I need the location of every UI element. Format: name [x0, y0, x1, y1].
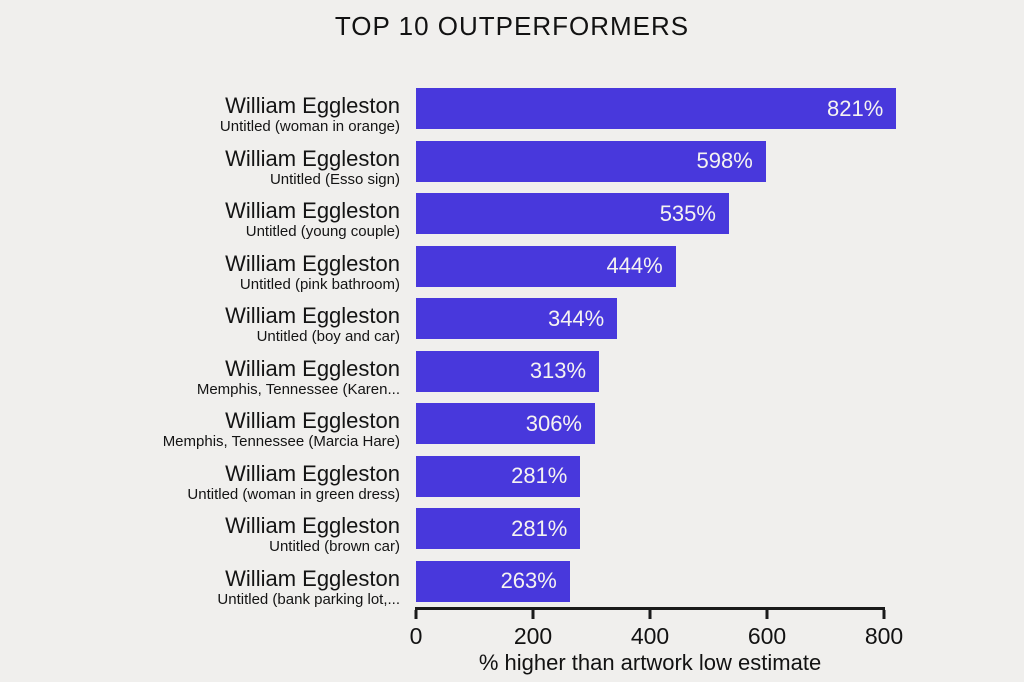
- row-label-block: William Eggleston Untitled (pink bathroo…: [0, 250, 400, 293]
- row-label-block: William Eggleston Untitled (brown car): [0, 514, 400, 555]
- bar-value-label: 444%: [606, 253, 663, 278]
- bar-value-label: 281%: [511, 515, 568, 541]
- bar-area: 281%: [416, 508, 1024, 549]
- bar-area: 821%: [416, 88, 1024, 129]
- row-artwork-label: Untitled (brown car): [269, 538, 400, 556]
- bar-value-label: 821%: [827, 95, 884, 121]
- bar-area: 306%: [416, 403, 1024, 444]
- chart-row: William Eggleston Untitled (brown car) 2…: [0, 508, 1024, 554]
- row-artist-label: William Eggleston: [225, 460, 400, 486]
- x-axis-label: % higher than artwork low estimate: [478, 650, 822, 675]
- x-axis-tick: [414, 610, 418, 619]
- bar-area: 281%: [416, 455, 1024, 497]
- row-label-block: William Eggleston Untitled (Esso sign): [0, 145, 400, 188]
- bar-value-label: 344%: [547, 305, 605, 331]
- bar-area: 598%: [416, 140, 1024, 182]
- bar: 313%: [416, 350, 600, 392]
- chart-row: William Eggleston Untitled (bank parking…: [0, 560, 1024, 607]
- row-label-block: William Eggleston Memphis, Tennessee (Ka…: [0, 355, 400, 398]
- x-axis-tick-label: 800: [864, 623, 904, 649]
- row-artwork-label: Untitled (young couple): [245, 223, 400, 241]
- bar: 535%: [416, 193, 729, 234]
- row-label-block: William Eggleston Untitled (young couple…: [0, 199, 400, 240]
- x-axis-tick: [531, 610, 535, 619]
- row-artist-label: William Eggleston: [225, 250, 400, 276]
- row-label-block: William Eggleston Untitled (woman in ora…: [0, 94, 400, 135]
- chart-row: William Eggleston Memphis, Tennessee (Ka…: [0, 350, 1024, 397]
- row-artist-label: William Eggleston: [225, 303, 400, 329]
- bar-value-label: 263%: [500, 568, 557, 593]
- chart-rows: William Eggleston Untitled (woman in ora…: [0, 88, 1024, 613]
- row-artwork-label: Untitled (Esso sign): [269, 170, 400, 188]
- bar-area: 263%: [416, 560, 1024, 602]
- chart-row: William Eggleston Untitled (woman in ora…: [0, 88, 1024, 134]
- x-axis-tick-label: 0: [409, 623, 423, 649]
- row-artist-label: William Eggleston: [225, 355, 400, 381]
- bar: 263%: [416, 560, 570, 602]
- row-artist-label: William Eggleston: [225, 93, 400, 119]
- bar: 444%: [416, 245, 676, 287]
- bar-area: 535%: [416, 193, 1024, 234]
- chart-row: William Eggleston Untitled (Esso sign) 5…: [0, 140, 1024, 187]
- row-artist-label: William Eggleston: [225, 408, 400, 434]
- row-artwork-label: Memphis, Tennessee (Marcia Hare): [162, 433, 400, 451]
- bar-value-label: 313%: [529, 358, 587, 383]
- bar: 281%: [416, 508, 581, 549]
- row-label-block: William Eggleston Untitled (woman in gre…: [0, 460, 400, 503]
- bar: 344%: [416, 298, 618, 339]
- x-axis-tick-label: 200: [513, 623, 553, 649]
- row-artist-label: William Eggleston: [225, 565, 400, 591]
- row-label-block: William Eggleston Memphis, Tennessee (Ma…: [0, 409, 400, 450]
- x-axis-tick: [882, 610, 886, 619]
- chart-title: TOP 10 OUTPERFORMERS: [334, 11, 690, 41]
- x-axis-tick: [765, 610, 769, 619]
- chart-row: William Eggleston Memphis, Tennessee (Ma…: [0, 403, 1024, 449]
- bar-value-label: 598%: [696, 148, 753, 173]
- x-axis-tick: [648, 610, 652, 619]
- bar-value-label: 535%: [659, 200, 716, 226]
- chart-row: William Eggleston Untitled (young couple…: [0, 193, 1024, 239]
- x-axis-tick-label: 400: [630, 623, 670, 649]
- x-axis-tick-label: 600: [747, 623, 787, 649]
- row-artwork-label: Untitled (woman in green dress): [187, 485, 400, 503]
- bar-area: 444%: [416, 245, 1024, 287]
- bar-value-label: 281%: [511, 463, 568, 488]
- x-axis: 0 200 400 600 800: [410, 607, 903, 649]
- chart-row: William Eggleston Untitled (boy and car)…: [0, 298, 1024, 344]
- bar: 821%: [416, 88, 897, 129]
- row-artist-label: William Eggleston: [225, 513, 400, 539]
- row-artwork-label: Untitled (bank parking lot,...: [217, 590, 400, 608]
- row-artwork-label: Memphis, Tennessee (Karen...: [196, 380, 400, 398]
- bar-area: 313%: [416, 350, 1024, 392]
- bar-value-label: 306%: [525, 410, 582, 436]
- row-artwork-label: Untitled (woman in orange): [219, 118, 400, 136]
- bar: 281%: [416, 455, 581, 497]
- row-artwork-label: Untitled (pink bathroom): [239, 275, 400, 293]
- row-artist-label: William Eggleston: [225, 145, 400, 171]
- row-label-block: William Eggleston Untitled (boy and car): [0, 304, 400, 345]
- row-artist-label: William Eggleston: [225, 198, 400, 224]
- bar: 306%: [416, 403, 595, 444]
- row-artwork-label: Untitled (boy and car): [256, 328, 400, 346]
- chart-row: William Eggleston Untitled (pink bathroo…: [0, 245, 1024, 292]
- bar: 598%: [416, 140, 766, 182]
- row-label-block: William Eggleston Untitled (bank parking…: [0, 565, 400, 608]
- bar-area: 344%: [416, 298, 1024, 339]
- chart-row: William Eggleston Untitled (woman in gre…: [0, 455, 1024, 502]
